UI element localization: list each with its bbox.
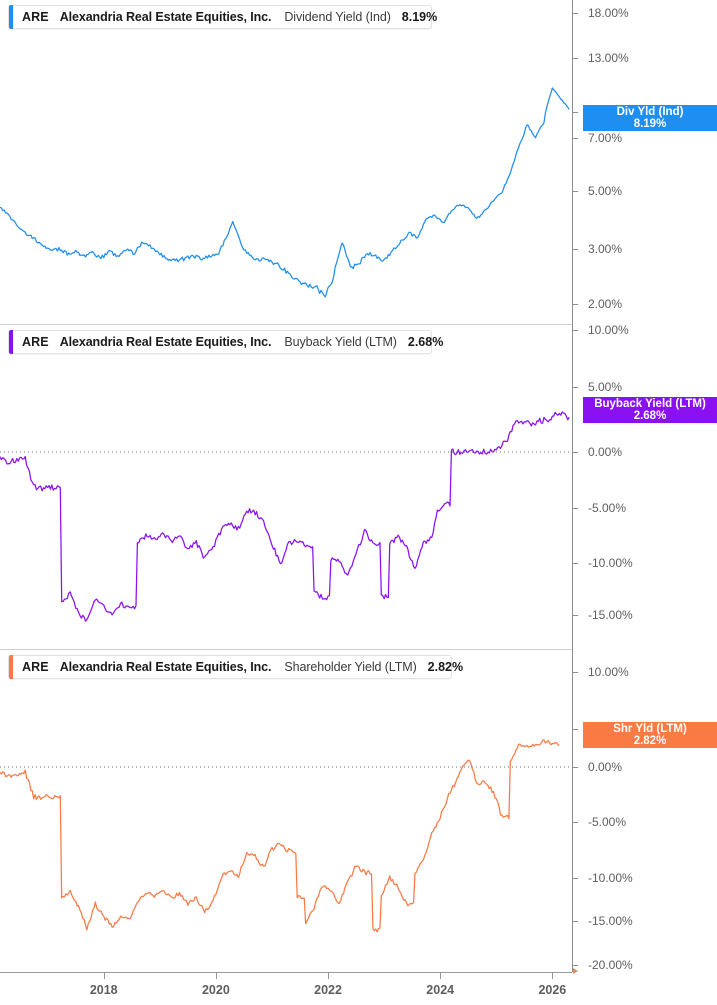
y-axis-label: 7.00% xyxy=(588,131,623,145)
current-value-badge-shareholder-yield[interactable]: Shr Yld (LTM) 2.82% xyxy=(583,722,717,748)
y-tick-mark xyxy=(572,965,578,966)
series-color-swatch xyxy=(9,655,13,679)
chart-panel-shareholder-yield xyxy=(0,650,717,972)
y-tick-mark xyxy=(572,452,578,453)
legend-ticker: ARE xyxy=(22,10,49,24)
y-tick-mark xyxy=(572,767,578,768)
y-axis-label: 0.00% xyxy=(588,445,623,459)
legend-ticker: ARE xyxy=(22,660,49,674)
x-tick-mark xyxy=(440,972,442,979)
y-tick-mark xyxy=(572,138,578,139)
y-tick-mark xyxy=(572,112,578,113)
y-axis-label: -10.00% xyxy=(588,871,633,885)
legend-metric-value: 8.19% xyxy=(401,10,438,24)
x-axis-label: 2020 xyxy=(201,983,230,997)
y-tick-mark xyxy=(572,13,578,14)
x-axis-label: 2022 xyxy=(314,983,342,997)
x-axis-label: 2026 xyxy=(538,983,567,997)
y-axis-label: 13.00% xyxy=(588,51,629,65)
y-axis-label: -10.00% xyxy=(588,556,633,570)
badge-title: Div Yld (Ind) xyxy=(616,105,684,118)
y-axis-label: 10.00% xyxy=(588,323,629,337)
y-tick-mark xyxy=(572,672,578,673)
x-axis-label: 2018 xyxy=(89,983,118,997)
legend-dividend-yield[interactable]: ARE Alexandria Real Estate Equities, Inc.… xyxy=(8,5,437,29)
x-tick-mark xyxy=(552,972,554,979)
x-axis-line xyxy=(0,972,572,973)
legend-shareholder-yield[interactable]: ARE Alexandria Real Estate Equities, Inc.… xyxy=(8,655,463,679)
badge-title: Buyback Yield (LTM) xyxy=(594,397,706,410)
y-axis-label: 5.00% xyxy=(588,184,623,198)
y-axis-dividend-yield: 18.00%13.00%8.00%7.00%5.00%3.00%2.00% xyxy=(572,0,717,1005)
series-line-shareholder-yield xyxy=(0,739,560,933)
y-axis-label: 18.00% xyxy=(588,6,629,20)
y-tick-mark xyxy=(572,921,578,922)
y-tick-mark xyxy=(572,822,578,823)
badge-value: 8.19% xyxy=(633,118,667,130)
panel-separator xyxy=(0,324,572,325)
y-tick-mark xyxy=(572,878,578,879)
x-tick-mark xyxy=(103,972,105,979)
legend-company-name: Alexandria Real Estate Equities, Inc. xyxy=(59,660,272,674)
x-axis-label: 2024 xyxy=(426,983,455,997)
badge-title: Shr Yld (LTM) xyxy=(613,722,687,735)
x-tick-mark xyxy=(328,972,330,979)
y-axis-label: 10.00% xyxy=(588,665,629,679)
y-axis-label: -5.00% xyxy=(588,815,627,829)
y-axis-label: 2.00% xyxy=(588,297,623,311)
legend-ticker: ARE xyxy=(22,335,49,349)
legend-metric-name: Dividend Yield (Ind) xyxy=(284,10,391,24)
y-axis-shareholder-yield: 10.00% 5.00% 0.00% -5.00% -10.00% -15.00% -20.… xyxy=(572,0,717,1005)
y-axis-label: -15.00% xyxy=(588,608,633,622)
chart-panel-buyback-yield xyxy=(0,325,717,650)
x-axis: 2018 2020 2022 2024 2026 xyxy=(0,968,717,1005)
y-tick-mark xyxy=(572,191,578,192)
y-tick-mark xyxy=(572,563,578,564)
current-value-badge-dividend-yield[interactable]: Div Yld (Ind) 8.19% xyxy=(583,105,717,131)
badge-value: 2.82% xyxy=(633,735,667,747)
y-tick-mark xyxy=(572,615,578,616)
y-axis-label: 5.00% xyxy=(588,380,623,394)
y-tick-mark xyxy=(572,330,578,331)
legend-buyback-yield[interactable]: ARE Alexandria Real Estate Equities, Inc.… xyxy=(8,330,443,354)
legend-metric-name: Shareholder Yield (LTM) xyxy=(284,660,417,674)
legend-metric-value: 2.68% xyxy=(407,335,444,349)
y-axis-label: -15.00% xyxy=(588,914,633,928)
plot-area-shareholder-yield[interactable] xyxy=(0,650,573,972)
panel-separator xyxy=(0,649,572,650)
y-tick-mark xyxy=(572,508,578,509)
legend-metric-name: Buyback Yield (LTM) xyxy=(284,335,397,349)
y-axis-buyback-yield: 10.00% 5.00% 0.00% -5.00% -10.00% -15.00% xyxy=(572,0,717,1005)
plot-area-dividend-yield[interactable] xyxy=(0,0,573,325)
series-color-swatch xyxy=(9,5,13,29)
y-tick-mark xyxy=(572,249,578,250)
y-axis-label: 0.00% xyxy=(588,760,623,774)
legend-company-name: Alexandria Real Estate Equities, Inc. xyxy=(59,10,272,24)
y-axis-label: 3.00% xyxy=(588,242,623,256)
x-axis-arrow-icon xyxy=(573,968,578,974)
series-color-swatch xyxy=(9,330,13,354)
x-tick-mark xyxy=(215,972,217,979)
current-value-badge-buyback-yield[interactable]: Buyback Yield (LTM) 2.68% xyxy=(583,397,717,423)
y-tick-mark xyxy=(572,304,578,305)
y-axis-label: -20.00% xyxy=(588,958,633,972)
plot-area-buyback-yield[interactable] xyxy=(0,325,573,650)
y-tick-mark xyxy=(572,729,578,730)
y-tick-mark xyxy=(572,58,578,59)
series-line-dividend-yield xyxy=(0,87,570,298)
legend-company-name: Alexandria Real Estate Equities, Inc. xyxy=(59,335,272,349)
series-line-buyback-yield xyxy=(0,411,570,622)
y-tick-mark xyxy=(572,387,578,388)
chart-panel-dividend-yield xyxy=(0,0,717,325)
y-axis-label: -5.00% xyxy=(588,501,627,515)
badge-value: 2.68% xyxy=(633,410,667,422)
legend-metric-value: 2.82% xyxy=(427,660,464,674)
